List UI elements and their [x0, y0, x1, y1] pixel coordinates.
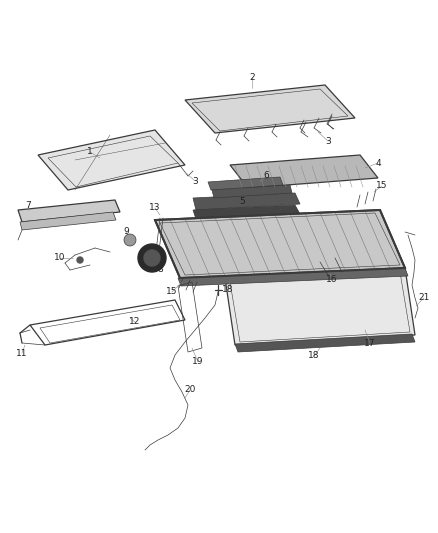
Text: 20: 20: [184, 385, 196, 394]
Polygon shape: [208, 177, 283, 190]
Text: 18: 18: [222, 286, 234, 295]
Polygon shape: [38, 130, 185, 190]
Text: 18: 18: [308, 351, 320, 360]
Polygon shape: [155, 210, 405, 278]
Polygon shape: [18, 200, 120, 222]
Text: 19: 19: [192, 358, 204, 367]
Text: 3: 3: [192, 177, 198, 187]
Circle shape: [144, 250, 160, 266]
Polygon shape: [193, 193, 300, 210]
Text: 13: 13: [149, 204, 161, 213]
Text: 17: 17: [364, 338, 376, 348]
Polygon shape: [212, 185, 292, 198]
Text: 15: 15: [376, 182, 388, 190]
Text: 8: 8: [157, 265, 163, 274]
Text: 6: 6: [263, 172, 269, 181]
Text: 4: 4: [375, 158, 381, 167]
Polygon shape: [20, 212, 116, 230]
Text: 1: 1: [87, 148, 93, 157]
Text: 15: 15: [166, 287, 178, 296]
Text: 12: 12: [129, 318, 141, 327]
Polygon shape: [178, 268, 408, 286]
Text: 21: 21: [418, 294, 430, 303]
Text: 11: 11: [16, 349, 28, 358]
Text: 7: 7: [25, 201, 31, 211]
Circle shape: [138, 244, 166, 272]
Text: 3: 3: [325, 138, 331, 147]
Text: 10: 10: [54, 254, 66, 262]
Text: 5: 5: [239, 198, 245, 206]
Polygon shape: [193, 205, 300, 219]
Circle shape: [124, 234, 136, 246]
Text: 16: 16: [326, 276, 338, 285]
Polygon shape: [235, 334, 415, 352]
Polygon shape: [230, 155, 378, 188]
Circle shape: [77, 257, 83, 263]
Text: 9: 9: [123, 228, 129, 237]
Polygon shape: [185, 85, 355, 133]
Polygon shape: [225, 268, 415, 345]
Text: 2: 2: [249, 72, 255, 82]
